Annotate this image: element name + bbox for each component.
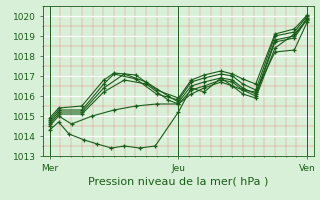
X-axis label: Pression niveau de la mer( hPa ): Pression niveau de la mer( hPa ) xyxy=(88,177,268,187)
